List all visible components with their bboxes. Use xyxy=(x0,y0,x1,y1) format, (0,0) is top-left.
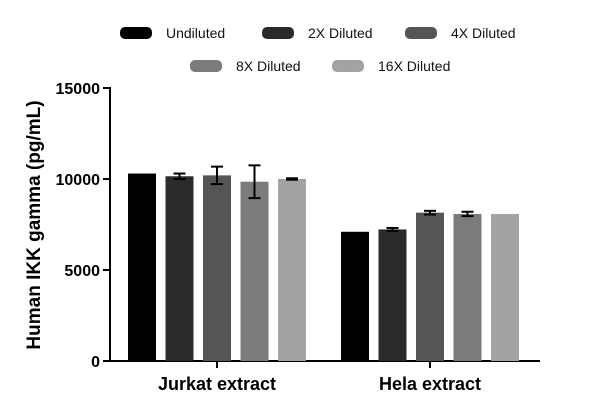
legend-label-2x-diluted: 2X Diluted xyxy=(308,25,373,41)
legend-swatch-16x-diluted xyxy=(332,60,364,72)
bar-jurkat-extract-16x-diluted xyxy=(278,179,306,361)
bar-hela-extract-8x-diluted xyxy=(453,213,482,361)
legend-swatch-4x-diluted xyxy=(405,27,437,39)
bar-hela-extract-2x-diluted xyxy=(378,229,407,361)
legend-label-4x-diluted: 4X Diluted xyxy=(451,25,516,41)
bar-hela-extract-4x-diluted xyxy=(416,212,444,361)
bar-jurkat-extract-undiluted xyxy=(128,173,156,361)
x-tick-label-jurkat-extract: Jurkat extract xyxy=(158,374,276,394)
bar-jurkat-extract-8x-diluted xyxy=(240,181,269,361)
bar-jurkat-extract-4x-diluted xyxy=(203,175,231,361)
legend-label-16x-diluted: 16X Diluted xyxy=(378,58,450,74)
legend-label-8x-diluted: 8X Diluted xyxy=(236,58,301,74)
y-ticks: 0 5000 10000 15000 xyxy=(56,81,110,371)
y-tick-label: 0 xyxy=(91,354,100,371)
legend-swatch-undiluted xyxy=(120,27,152,39)
legend-swatch-8x-diluted xyxy=(190,60,222,72)
x-ticks: Jurkat extract Hela extract xyxy=(158,361,481,394)
legend-label-undiluted: Undiluted xyxy=(166,25,225,41)
y-tick-label: 5000 xyxy=(64,263,100,280)
y-axis-label: Human IKK gamma (pg/mL) xyxy=(24,100,45,349)
bar-jurkat-extract-2x-diluted xyxy=(165,176,194,361)
legend-swatch-2x-diluted xyxy=(262,27,294,39)
bar-hela-extract-undiluted xyxy=(341,231,369,361)
bars xyxy=(128,164,519,361)
bar-hela-extract-16x-diluted xyxy=(491,213,519,361)
legend: Undiluted 2X Diluted 4X Diluted 8X Diluted 1… xyxy=(120,25,516,74)
y-tick-label: 15000 xyxy=(56,81,101,98)
x-tick-label-hela-extract: Hela extract xyxy=(379,374,481,394)
y-tick-label: 10000 xyxy=(56,172,101,189)
